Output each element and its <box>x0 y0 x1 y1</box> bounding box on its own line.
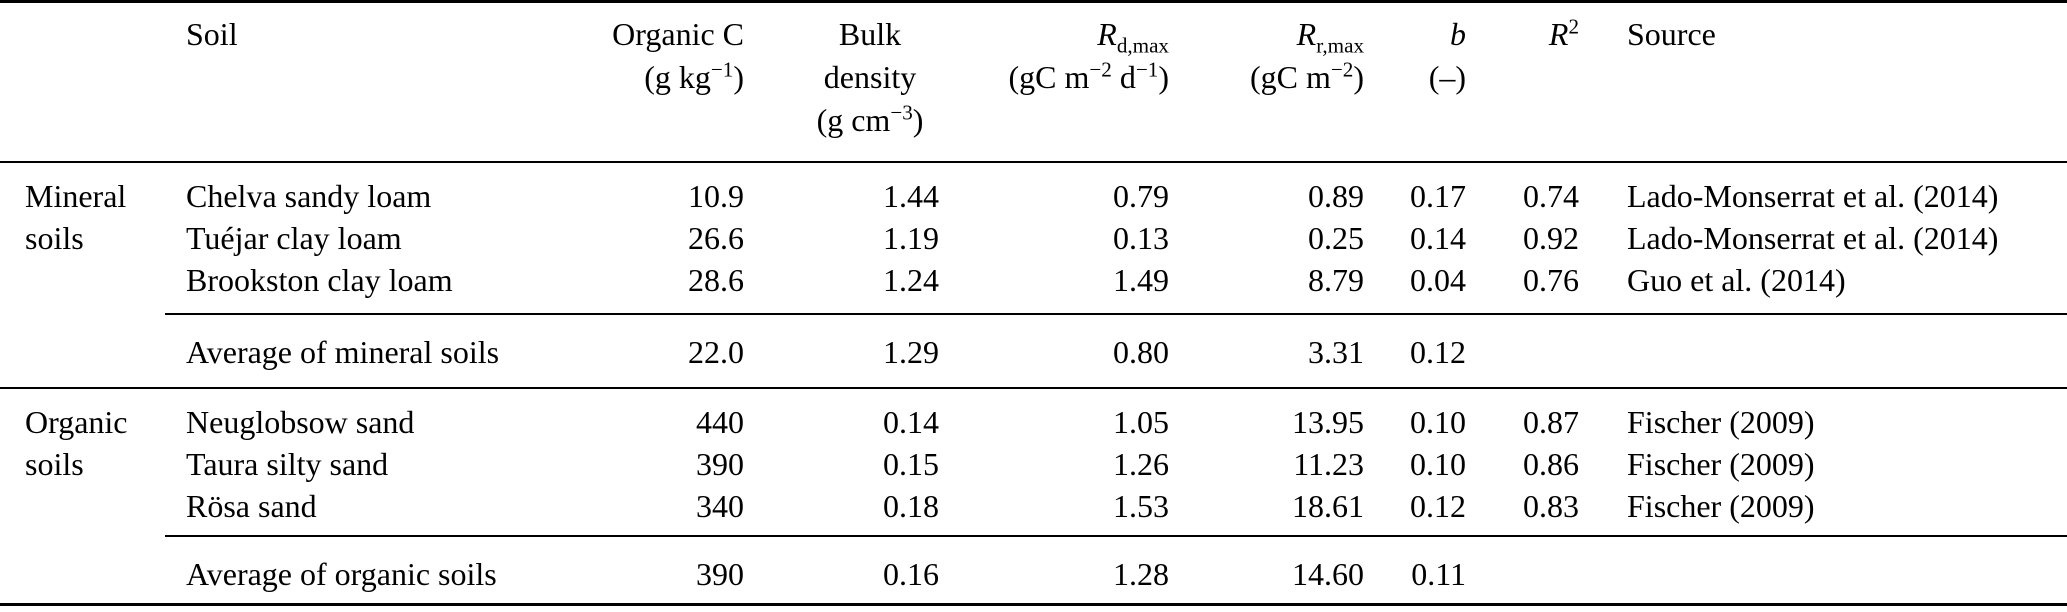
table-row: Tuéjar clay loam 26.6 1.19 0.13 0.25 0.1… <box>0 217 2067 259</box>
table-row-average-mineral: Average of mineral soils 22.0 1.29 0.80 … <box>0 313 2067 389</box>
cell-rd-max: 1.26 <box>1113 446 1169 482</box>
cell-rr-max: 13.95 <box>1292 404 1364 440</box>
cell-group-empty <box>0 536 165 606</box>
column-header-bulk-density: Bulk density (g cm−3) <box>755 0 950 163</box>
table-row: Rösa sand 340 0.18 1.53 18.61 0.12 0.83 … <box>0 485 2067 536</box>
cell-organic-c: 28.6 <box>688 262 744 298</box>
cell-organic-c: 390 <box>696 446 744 482</box>
row-group-label-mineral-soils: Mineral soils <box>25 178 127 256</box>
cell-soil: Taura silty sand <box>186 446 389 482</box>
cell-rr-max: 11.23 <box>1293 446 1364 482</box>
cell-soil: Neuglobsow sand <box>186 404 415 440</box>
cell-rr-max: 8.79 <box>1308 262 1364 298</box>
cell-b: 0.12 <box>1410 488 1466 524</box>
cell-rd-max: 1.28 <box>950 535 1180 606</box>
cell-source <box>1590 535 2067 606</box>
cell-organic-c: 340 <box>696 488 744 524</box>
column-header-b: b (–) <box>1375 0 1477 163</box>
cell-group-empty <box>0 314 165 389</box>
cell-r2: 0.86 <box>1523 446 1579 482</box>
table-row: Brookston clay loam 28.6 1.24 1.49 8.79 … <box>0 259 2067 314</box>
cell-rd-max: 1.49 <box>1113 262 1169 298</box>
cell-source: Fischer (2009) <box>1627 488 1815 524</box>
cell-b: 0.11 <box>1375 535 1477 606</box>
header-row: Soil Organic C (g kg−1) Bulk density (g … <box>0 0 2067 163</box>
cell-b: 0.12 <box>1375 313 1477 389</box>
cell-rr-max: 3.31 <box>1180 313 1375 389</box>
cell-organic-c: 390 <box>500 535 755 606</box>
cell-bulk-density: 0.14 <box>883 404 939 440</box>
cell-b: 0.17 <box>1410 178 1466 214</box>
cell-b: 0.10 <box>1410 446 1466 482</box>
cell-r2: 0.87 <box>1523 404 1579 440</box>
cell-b: 0.14 <box>1410 220 1466 256</box>
cell-soil: Average of organic soils <box>165 535 500 606</box>
cell-bulk-density: 1.44 <box>883 178 939 214</box>
cell-rr-max: 14.60 <box>1180 535 1375 606</box>
cell-bulk-density: 1.19 <box>883 220 939 256</box>
table-row: Organic soils Neuglobsow sand 440 0.14 1… <box>0 388 2067 482</box>
cell-organic-c: 10.9 <box>688 178 744 214</box>
cell-source: Fischer (2009) <box>1627 404 1815 440</box>
column-header-source: Source <box>1590 0 2067 163</box>
cell-rd-max: 1.05 <box>1113 404 1169 440</box>
cell-source: Fischer (2009) <box>1627 446 1815 482</box>
cell-rd-max: 0.79 <box>1113 178 1169 214</box>
column-header-rr-max: Rr,max (gC m−2) <box>1180 0 1375 163</box>
cell-rr-max: 0.25 <box>1308 220 1364 256</box>
table-row: Taura silty sand 390 0.15 1.26 11.23 0.1… <box>0 443 2067 485</box>
cell-bulk-density: 0.15 <box>883 446 939 482</box>
cell-source: Lado-Monserrat et al. (2014) <box>1627 220 1999 256</box>
cell-r2 <box>1477 313 1590 389</box>
cell-organic-c: 22.0 <box>500 313 755 389</box>
cell-soil: Chelva sandy loam <box>186 178 432 214</box>
cell-source <box>1590 313 2067 389</box>
cell-rr-max: 18.61 <box>1292 488 1364 524</box>
cell-r2: 0.76 <box>1523 262 1579 298</box>
cell-soil: Brookston clay loam <box>186 262 453 298</box>
cell-rd-max: 0.13 <box>1113 220 1169 256</box>
column-header-rd-max: Rd,max (gC m−2 d−1) <box>950 0 1180 163</box>
cell-bulk-density: 1.24 <box>883 262 939 298</box>
cell-source: Guo et al. (2014) <box>1627 262 1846 298</box>
cell-rd-max: 1.53 <box>1113 488 1169 524</box>
table-row-average-organic: Average of organic soils 390 0.16 1.28 1… <box>0 535 2067 606</box>
cell-r2 <box>1477 535 1590 606</box>
cell-source: Lado-Monserrat et al. (2014) <box>1627 178 1999 214</box>
cell-rd-max: 0.80 <box>950 313 1180 389</box>
column-header-r2: R2 <box>1477 0 1590 163</box>
column-header-organic-c: Organic C (g kg−1) <box>500 0 755 163</box>
cell-r2: 0.83 <box>1523 488 1579 524</box>
cell-organic-c: 26.6 <box>688 220 744 256</box>
table-row: Mineral soils Chelva sandy loam 10.9 1.4… <box>0 162 2067 256</box>
cell-bulk-density: 0.16 <box>755 535 950 606</box>
row-group-label-organic-soils: Organic soils <box>25 404 128 482</box>
cell-b: 0.10 <box>1410 404 1466 440</box>
cell-bulk-density: 1.29 <box>755 313 950 389</box>
cell-r2: 0.74 <box>1523 178 1579 214</box>
cell-soil: Rösa sand <box>186 488 317 524</box>
cell-rr-max: 0.89 <box>1308 178 1364 214</box>
column-header-group <box>0 0 165 163</box>
cell-b: 0.04 <box>1410 262 1466 298</box>
cell-organic-c: 440 <box>696 404 744 440</box>
cell-r2: 0.92 <box>1523 220 1579 256</box>
column-header-soil: Soil <box>165 0 500 163</box>
cell-soil: Average of mineral soils <box>165 313 500 389</box>
cell-bulk-density: 0.18 <box>883 488 939 524</box>
cell-soil: Tuéjar clay loam <box>186 220 402 256</box>
